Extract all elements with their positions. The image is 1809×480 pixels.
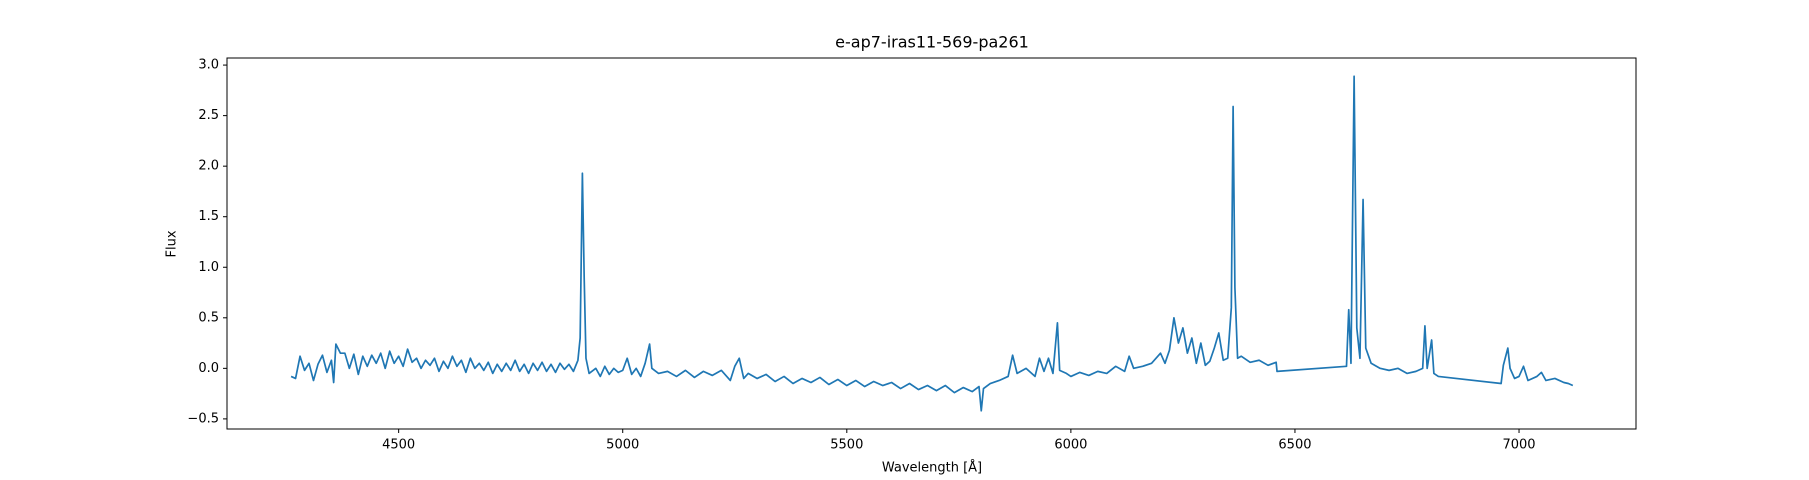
x-tick-label: 6000 <box>1054 438 1087 453</box>
x-tick-label: 6500 <box>1278 438 1311 453</box>
y-tick-label: 0.5 <box>198 310 219 325</box>
y-tick-label: 2.0 <box>198 159 219 174</box>
x-tick-label: 4500 <box>382 438 415 453</box>
x-tick-label: 5000 <box>606 438 639 453</box>
y-tick-label: 1.5 <box>198 209 219 224</box>
x-tick-label: 7000 <box>1502 438 1535 453</box>
x-axis-label: Wavelength [Å] <box>882 460 982 476</box>
y-tick-label: 1.0 <box>198 260 219 275</box>
y-tick-label: 3.0 <box>198 58 219 73</box>
chart-title: e-ap7-iras11-569-pa261 <box>835 33 1029 52</box>
y-tick-label: 0.0 <box>198 361 219 376</box>
y-tick-label: 2.5 <box>198 108 219 123</box>
y-axis-label: Flux <box>165 230 180 257</box>
x-tick-label: 5500 <box>830 438 863 453</box>
y-tick-label: −0.5 <box>187 411 219 426</box>
spectrum-line <box>290 75 1574 412</box>
plot-frame <box>226 57 1637 430</box>
